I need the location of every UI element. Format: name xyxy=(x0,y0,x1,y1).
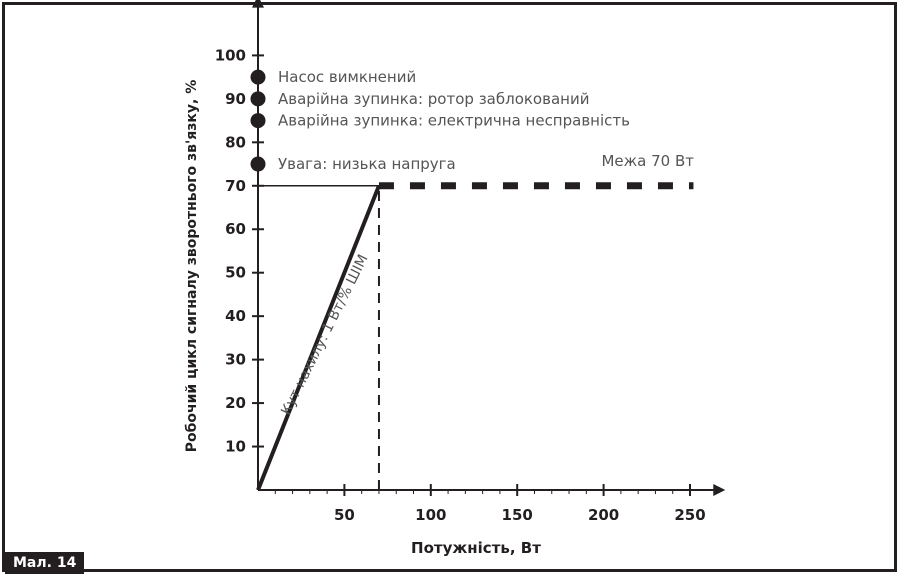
y-tick-label: 20 xyxy=(225,394,246,412)
limit-annotation: Межа 70 Вт xyxy=(601,152,694,170)
x-tick-label: 250 xyxy=(674,506,705,524)
y-axis-label: Робочий цикл сигналу зворотнього зв'язку… xyxy=(184,80,200,453)
y-tick-label: 30 xyxy=(225,351,246,369)
y-tick-label: 90 xyxy=(225,90,246,108)
status-label: Аварійна зупинка: ротор заблокований xyxy=(278,90,589,108)
status-point xyxy=(250,156,266,172)
status-point xyxy=(250,91,266,107)
y-tick-label: 100 xyxy=(215,46,246,64)
figure-frame xyxy=(2,2,897,572)
status-point xyxy=(250,113,266,129)
status-point xyxy=(250,69,266,85)
status-label: Увага: низька напруга xyxy=(278,155,456,173)
series-line-0 xyxy=(256,185,381,491)
x-tick-label: 200 xyxy=(588,506,619,524)
y-tick-label: 60 xyxy=(225,220,246,238)
y-tick-label: 70 xyxy=(225,177,246,195)
status-label: Аварійна зупинка: електрична несправніст… xyxy=(278,112,630,130)
x-tick-label: 100 xyxy=(415,506,446,524)
x-axis-label: Потужність, Вт xyxy=(411,539,541,557)
x-tick-label: 150 xyxy=(502,506,533,524)
y-axis-arrow xyxy=(252,0,264,8)
status-label: Насос вимкнений xyxy=(278,68,416,86)
figure-label: Мал. 14 xyxy=(5,552,85,574)
y-tick-label: 50 xyxy=(225,264,246,282)
x-tick-label: 50 xyxy=(334,506,355,524)
x-axis-arrow xyxy=(713,484,726,496)
slope-annotation: Кут нахилу: 1 Вт/% ШІМ xyxy=(278,252,371,418)
y-tick-label: 80 xyxy=(225,133,246,151)
y-tick-label: 40 xyxy=(225,307,246,325)
y-tick-label: 10 xyxy=(225,438,246,456)
